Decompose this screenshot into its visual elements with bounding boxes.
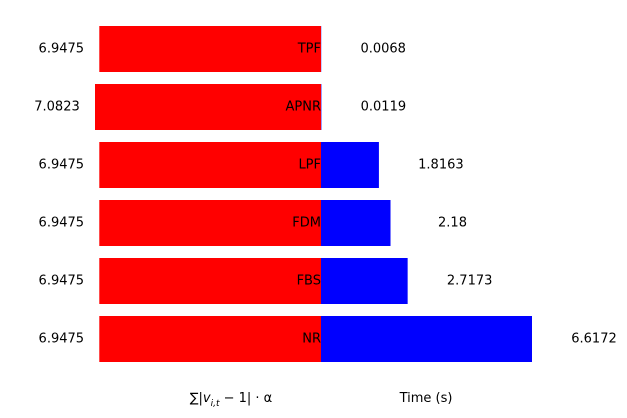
- value-label-right-apnr: 0.0119: [361, 100, 407, 115]
- labels-layer: TPF 6.9475 0.0068 APNR 7.0823 0.0119 LPF 6.9475…: [34, 42, 617, 347]
- value-label-left-fbs: 6.9475: [39, 274, 85, 289]
- category-label-fdm: FDM: [292, 216, 321, 231]
- value-label-left-apnr: 7.0823: [34, 100, 80, 115]
- category-label-lpf: LPF: [298, 158, 321, 173]
- bar-right-fbs: [321, 258, 408, 304]
- right-axis-label: Time (s): [399, 391, 453, 406]
- value-label-right-fbs: 2.7173: [447, 274, 493, 289]
- left-axis-label-sum: ∑|: [190, 391, 203, 406]
- bar-left-tpf: [99, 26, 321, 72]
- value-label-right-tpf: 0.0068: [360, 42, 406, 57]
- left-axis-label: ∑|vi,t − 1| · α: [190, 391, 273, 409]
- bar-right-nr: [321, 316, 532, 362]
- bar-right-fdm: [321, 200, 391, 246]
- left-axis-label-subscript: i,t: [211, 399, 220, 409]
- bar-left-apnr: [95, 84, 321, 130]
- left-axis-label-v: v: [203, 391, 211, 406]
- value-label-right-lpf: 1.8163: [418, 158, 464, 173]
- value-label-left-nr: 6.9475: [39, 332, 85, 347]
- category-label-tpf: TPF: [297, 42, 321, 57]
- value-label-left-fdm: 6.9475: [39, 216, 85, 231]
- value-label-right-fdm: 2.18: [438, 216, 467, 231]
- left-axis-label-rest: − 1| · α: [219, 391, 272, 406]
- value-label-right-nr: 6.6172: [571, 332, 617, 347]
- bars-layer: [95, 26, 532, 362]
- bar-left-lpf: [99, 142, 321, 188]
- category-label-fbs: FBS: [297, 274, 321, 289]
- value-label-left-tpf: 6.9475: [39, 42, 85, 57]
- bar-left-fdm: [99, 200, 321, 246]
- bar-right-lpf: [321, 142, 379, 188]
- category-label-nr: NR: [302, 332, 321, 347]
- category-label-apnr: APNR: [286, 100, 322, 115]
- value-label-left-lpf: 6.9475: [39, 158, 85, 173]
- bar-left-nr: [99, 316, 321, 362]
- bar-left-fbs: [99, 258, 321, 304]
